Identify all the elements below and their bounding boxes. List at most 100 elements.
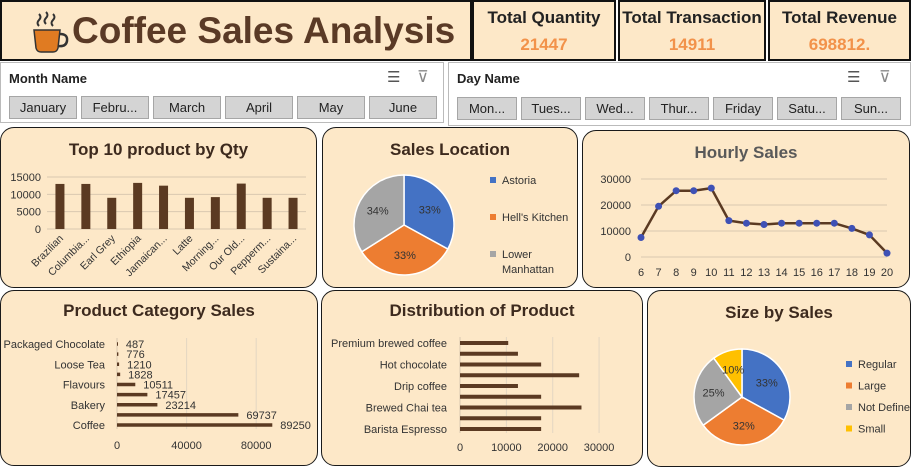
- x-tick-label: 17: [828, 267, 840, 279]
- slicer-item-monday[interactable]: Mon...: [457, 97, 517, 120]
- x-tick-label: 40000: [171, 440, 202, 452]
- x-tick-label: 16: [811, 267, 823, 279]
- bar: [460, 384, 518, 388]
- slicer-item-saturday[interactable]: Satu...: [777, 97, 837, 120]
- bar: [184, 197, 194, 229]
- x-tick-label: 14: [775, 267, 787, 279]
- data-point: [778, 219, 786, 227]
- bar: [117, 423, 273, 427]
- legend-swatch: [846, 404, 852, 410]
- y-tick-label: Premium brewed coffee: [331, 338, 447, 350]
- x-tick-label: 7: [656, 267, 662, 279]
- chart-title: Sales Location: [390, 140, 510, 159]
- slicer-item-tuesday[interactable]: Tues...: [521, 97, 581, 120]
- pie-slice: [702, 396, 786, 446]
- x-tick-label: 13: [758, 267, 770, 279]
- slicer-item-april[interactable]: April: [225, 96, 293, 119]
- legend-swatch: [846, 361, 852, 367]
- clear-filter-icon[interactable]: ⊽: [417, 69, 429, 86]
- kpi-value: 21447: [520, 35, 568, 54]
- chart-title: Size by Sales: [725, 303, 833, 322]
- x-tick-label: 19: [863, 267, 875, 279]
- data-point: [655, 202, 663, 210]
- chart-title: Product Category Sales: [63, 301, 255, 320]
- legend-label: Astoria: [502, 175, 537, 187]
- slicer-item-february[interactable]: Febru...: [81, 96, 149, 119]
- data-point: [725, 217, 733, 225]
- x-tick-label: 18: [846, 267, 858, 279]
- data-label: 69737: [246, 410, 277, 422]
- slicer-item-wednesday[interactable]: Wed...: [585, 97, 645, 120]
- kpi-label: Total Revenue: [782, 8, 897, 27]
- chart-title: Distribution of Product: [389, 301, 575, 320]
- data-label: 10511: [143, 380, 173, 392]
- y-tick-label: Hot chocolate: [380, 360, 447, 372]
- data-point: [830, 219, 838, 227]
- pie-slice: [360, 224, 449, 276]
- data-point: [637, 234, 645, 241]
- month-slicer: Month Name ☰ ⊽ January Febru... March Ap…: [0, 62, 444, 123]
- data-point: [865, 231, 873, 239]
- legend-swatch: [846, 425, 852, 432]
- kpi-total-quantity: Total Quantity 21447: [472, 0, 616, 61]
- bar: [288, 197, 298, 229]
- kpi-total-revenue: Total Revenue 698812.: [768, 0, 911, 61]
- slicer-item-june[interactable]: June: [369, 96, 437, 119]
- data-label: 89250: [280, 420, 311, 432]
- sales-location-chart: 33% 33% 34% Astoria Hell's Kitchen Lower Manha…: [353, 174, 568, 276]
- legend-swatch: [846, 382, 852, 389]
- multi-select-icon[interactable]: ☰: [387, 69, 401, 86]
- x-tick-label: 0: [114, 440, 120, 452]
- pie-slice: [353, 174, 405, 253]
- y-tick-label: Barista Espresso: [364, 424, 447, 436]
- x-tick-label: 80000: [241, 440, 272, 452]
- slicer-item-march[interactable]: March: [153, 96, 221, 119]
- data-label: 10%: [722, 365, 744, 377]
- clear-filter-icon[interactable]: ⊽: [879, 69, 891, 86]
- data-point: [672, 187, 680, 195]
- kpi-total-transaction: Total Transaction 14911: [618, 0, 766, 61]
- bar: [460, 341, 509, 345]
- slicer-item-thursday[interactable]: Thur...: [649, 97, 709, 120]
- bar: [117, 382, 136, 387]
- x-tick-label: 30000: [584, 442, 615, 454]
- bar: [117, 403, 158, 407]
- slicer-title: Month Name: [9, 71, 87, 86]
- slicer-item-friday[interactable]: Friday: [713, 97, 773, 120]
- slicer-item-sunday[interactable]: Sun...: [841, 97, 901, 120]
- bar: [460, 394, 542, 399]
- slicer-item-may[interactable]: May: [297, 96, 365, 119]
- bar: [460, 427, 542, 431]
- chart-title: Top 10 product by Qty: [68, 140, 249, 159]
- y-tick-label: Brewed Chai tea: [366, 403, 448, 415]
- x-tick-label: 15: [793, 267, 805, 279]
- chart-title: Hourly Sales: [694, 143, 798, 162]
- data-point: [760, 221, 768, 228]
- y-tick-label: 0: [625, 252, 631, 264]
- bar: [159, 185, 169, 229]
- x-tick-label: 20000: [537, 442, 568, 454]
- data-label: 487: [126, 339, 144, 351]
- data-point: [848, 224, 856, 232]
- x-tick-label: 8: [673, 267, 679, 279]
- series-line: [639, 186, 888, 254]
- y-tick-label: Bakery: [71, 400, 106, 412]
- product-distribution-chart: 0 10000 20000 30000 Premium brewed coffee Hot…: [331, 337, 615, 454]
- bar: [460, 373, 580, 378]
- kpi-value: 14911: [668, 35, 716, 54]
- y-tick-label: Drip coffee: [394, 381, 447, 393]
- data-point: [795, 219, 803, 227]
- slicer-item-january[interactable]: January: [9, 96, 77, 119]
- data-label: 33%: [419, 205, 441, 217]
- y-tick-label: Loose Tea: [54, 359, 105, 371]
- coffee-cup-icon: [33, 11, 69, 53]
- bar: [460, 405, 582, 410]
- y-tick-label: Coffee: [73, 420, 105, 432]
- data-label: 776: [126, 349, 144, 361]
- pie-slice: [403, 174, 455, 251]
- legend-label: Small: [858, 424, 886, 436]
- multi-select-icon[interactable]: ☰: [847, 69, 861, 86]
- bar: [117, 392, 148, 397]
- x-tick-label: 20: [881, 267, 893, 279]
- y-tick-label: Packaged Chocolate: [3, 339, 105, 351]
